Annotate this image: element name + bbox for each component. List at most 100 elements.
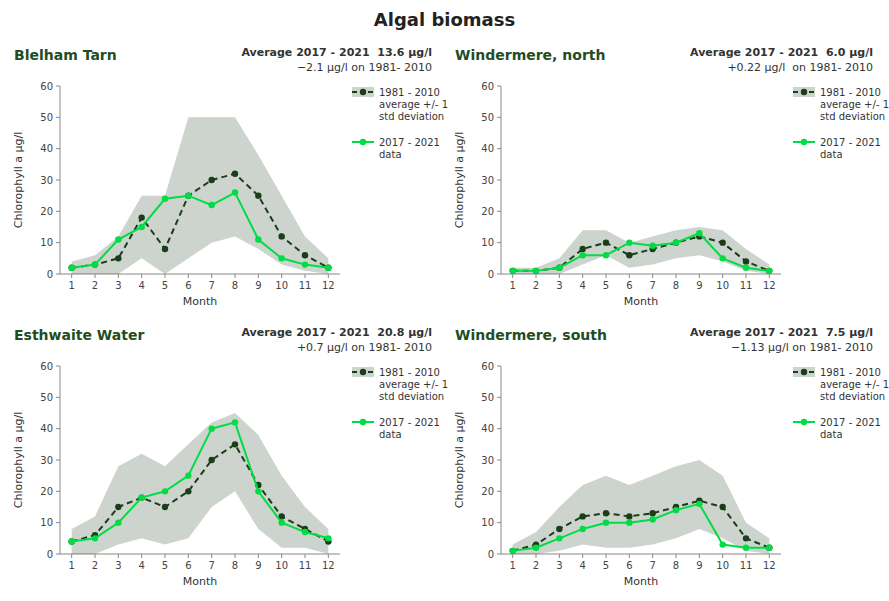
legend-entry: 2017 - 2021data	[379, 137, 440, 160]
point	[603, 252, 609, 258]
y-tick-label: 50	[40, 112, 53, 123]
x-tick	[328, 554, 329, 558]
y-tick-label: 50	[40, 392, 53, 403]
y-axis-label: Chlorophyll a μg/l	[453, 412, 466, 509]
point	[302, 261, 308, 267]
legend-swatch	[801, 419, 807, 425]
point	[603, 510, 609, 516]
legend: 1981 - 2010average +/- 1std deviation201…	[793, 87, 889, 160]
legend: 1981 - 2010average +/- 1std deviation201…	[352, 87, 448, 160]
y-tick-label: 50	[481, 392, 494, 403]
series-line	[72, 422, 329, 541]
point	[603, 239, 609, 245]
point	[673, 507, 679, 513]
point	[232, 441, 238, 447]
x-tick-label: 7	[208, 560, 214, 571]
legend-line: std deviation	[379, 111, 444, 122]
point	[162, 246, 168, 252]
point	[232, 419, 238, 425]
legend-line: 2017 - 2021	[820, 137, 881, 148]
annotation: Average 2017 - 2021 6.0 μg/l	[690, 46, 873, 59]
x-tick-label: 11	[299, 280, 312, 291]
plot-area	[68, 413, 331, 554]
x-tick	[328, 274, 329, 278]
point	[649, 243, 655, 249]
point	[556, 265, 562, 271]
x-tick-label: 3	[556, 280, 562, 291]
x-tick	[629, 554, 630, 558]
point	[533, 268, 539, 274]
point	[696, 230, 702, 236]
y-axis-label: Chlorophyll a μg/l	[12, 412, 25, 509]
x-tick-label: 7	[649, 280, 655, 291]
point	[743, 545, 749, 551]
point	[766, 268, 772, 274]
y-tick	[497, 180, 501, 181]
point	[208, 457, 214, 463]
x-tick-label: 9	[255, 280, 261, 291]
x-tick	[188, 274, 189, 278]
plot-area	[509, 227, 772, 274]
point	[649, 516, 655, 522]
point	[115, 519, 121, 525]
series-line	[513, 504, 770, 551]
y-tick-label: 40	[481, 143, 494, 154]
x-tick	[699, 274, 700, 278]
y-tick-label: 30	[481, 455, 494, 466]
annotation: −1.13 μg/l on 1981- 2010	[731, 341, 873, 354]
annotation: Average 2017 - 2021 20.8 μg/l	[241, 326, 432, 339]
x-tick-label: 1	[509, 560, 515, 571]
legend-swatch	[793, 367, 815, 377]
y-tick-label: 40	[481, 423, 494, 434]
y-tick-label: 50	[481, 112, 494, 123]
x-tick-label: 8	[673, 560, 679, 571]
legend-swatch	[801, 139, 807, 145]
x-tick-label: 9	[255, 560, 261, 571]
x-tick	[71, 274, 72, 278]
point	[185, 192, 191, 198]
x-tick	[606, 554, 607, 558]
y-tick	[56, 397, 60, 398]
point	[92, 261, 98, 267]
point	[673, 239, 679, 245]
point	[278, 233, 284, 239]
point	[68, 538, 74, 544]
x-tick	[512, 274, 513, 278]
x-tick	[559, 554, 560, 558]
y-tick	[497, 491, 501, 492]
x-tick-label: 5	[162, 280, 168, 291]
legend-entry: 1981 - 2010average +/- 1std deviation	[379, 367, 448, 402]
legend-line: data	[820, 149, 843, 160]
y-tick	[56, 274, 60, 275]
x-tick	[118, 274, 119, 278]
x-tick-label: 1	[68, 560, 74, 571]
std-band	[72, 413, 329, 554]
legend-line: average +/- 1	[820, 99, 889, 110]
x-tick-label: 1	[68, 280, 74, 291]
point	[556, 535, 562, 541]
point	[255, 236, 261, 242]
y-tick	[497, 522, 501, 523]
panel: Windermere, northAverage 2017 - 2021 6.0…	[453, 46, 889, 308]
point	[208, 425, 214, 431]
y-tick	[56, 366, 60, 367]
std-band	[513, 227, 770, 274]
point	[232, 171, 238, 177]
y-tick-label: 30	[40, 455, 53, 466]
point	[579, 513, 585, 519]
legend: 1981 - 2010average +/- 1std deviation201…	[793, 367, 889, 440]
x-tick-label: 4	[579, 280, 585, 291]
legend-swatch	[360, 89, 366, 95]
annotation: Average 2017 - 2021 7.5 μg/l	[690, 326, 873, 339]
x-tick	[235, 554, 236, 558]
legend-swatch	[793, 87, 815, 97]
series-line	[72, 193, 329, 268]
x-tick	[71, 554, 72, 558]
point	[92, 261, 98, 267]
x-tick	[746, 274, 747, 278]
point	[278, 519, 284, 525]
x-tick-label: 8	[232, 560, 238, 571]
x-tick-label: 4	[579, 560, 585, 571]
y-tick-label: 60	[481, 81, 494, 92]
point	[743, 535, 749, 541]
